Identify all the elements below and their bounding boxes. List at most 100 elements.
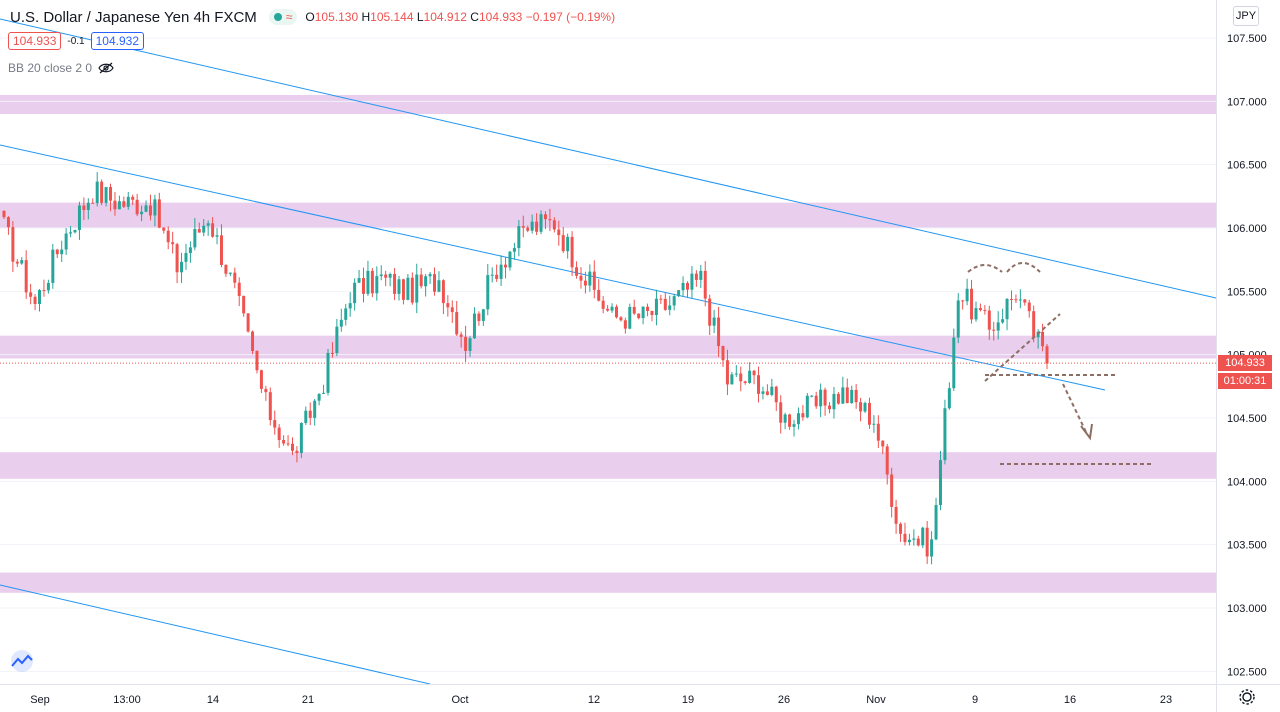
candle [29, 283, 33, 305]
candle-body [903, 533, 907, 543]
candle [854, 383, 858, 409]
candle [952, 328, 956, 391]
candle-body [699, 270, 703, 280]
candle [575, 261, 579, 279]
currency-button[interactable]: JPY [1233, 6, 1259, 26]
candle-body [290, 443, 294, 451]
candle [459, 331, 463, 348]
candle-body [930, 539, 934, 557]
trendline [0, 18, 1217, 299]
candle [761, 386, 765, 400]
candle-body [441, 280, 445, 304]
candle [765, 384, 769, 396]
candle-body [282, 439, 286, 444]
candle-body [765, 391, 769, 395]
candle-body [681, 282, 685, 291]
candle [126, 191, 130, 210]
candle-body [495, 274, 499, 279]
candle [663, 292, 667, 311]
tradingview-logo-icon[interactable] [8, 650, 36, 672]
candle-body [832, 393, 836, 410]
candle [193, 217, 197, 251]
candle-body [504, 264, 508, 268]
buy-price-button[interactable]: 104.932 [90, 32, 145, 50]
candle-body [890, 474, 894, 507]
x-tick-label: 26 [778, 694, 790, 706]
candle [717, 306, 721, 357]
wave-icon: ≈ [285, 10, 293, 24]
bollinger-indicator[interactable]: BB 20 close 2 0 [8, 61, 114, 75]
candle [872, 415, 876, 433]
candle [1005, 298, 1009, 331]
candle-body [379, 274, 383, 277]
candle [406, 273, 410, 301]
candle [903, 522, 907, 546]
candle [561, 227, 565, 253]
candle-body [393, 273, 397, 294]
candle [983, 305, 987, 315]
candle-body [592, 271, 596, 290]
candle-body [610, 306, 614, 311]
candle [890, 467, 894, 518]
candle-body [535, 221, 539, 232]
candle-body [410, 277, 414, 303]
candle [290, 437, 294, 456]
indicator-label: BB 20 close 2 0 [8, 61, 93, 75]
target-arrow-head [1080, 423, 1093, 441]
candle-body [548, 219, 552, 221]
candle [495, 264, 499, 282]
y-tick-label: 104.000 [1227, 476, 1267, 488]
candle [543, 211, 547, 230]
candle-body [539, 214, 543, 232]
candle-body [947, 388, 951, 409]
market-status[interactable]: ≈ [268, 9, 298, 25]
candle [579, 267, 583, 289]
candle [823, 387, 827, 416]
candle-body [433, 274, 437, 292]
x-tick-label: Sep [30, 694, 50, 706]
candle-body [690, 273, 694, 290]
gear-icon[interactable] [1238, 688, 1256, 706]
candle [188, 241, 192, 263]
candle [317, 393, 321, 406]
candle [974, 301, 978, 322]
candle-body [490, 274, 494, 276]
candle [113, 191, 117, 216]
candle-body [344, 308, 348, 320]
candle [33, 294, 37, 311]
eye-crossed-icon[interactable] [98, 62, 114, 74]
y-tick-label: 106.500 [1227, 160, 1267, 172]
candle [614, 304, 618, 319]
candle [15, 259, 19, 267]
y-tick-label: 107.500 [1227, 33, 1267, 45]
x-tick-label: 9 [972, 694, 978, 706]
candle-body [508, 251, 512, 268]
candle-body [974, 308, 978, 320]
candle-body [526, 227, 530, 231]
spread-value: -0.1 [67, 35, 85, 47]
candle-body [406, 277, 410, 300]
candle-body [867, 402, 871, 425]
candle [770, 378, 774, 397]
candle-body [743, 381, 747, 383]
symbol-title[interactable]: U.S. Dollar / Japanese Yen 4h FXCM [10, 8, 257, 26]
candle [362, 267, 366, 303]
candle [943, 399, 947, 465]
candle [708, 294, 712, 336]
candle-body [455, 312, 459, 335]
candle [907, 533, 911, 546]
candle-body [983, 310, 987, 312]
candle-body [437, 280, 441, 292]
candle [774, 385, 778, 412]
candle [668, 295, 672, 316]
candle-body [606, 308, 610, 311]
candle [641, 306, 645, 325]
candle [694, 270, 698, 287]
sell-price-button[interactable]: 104.933 [8, 32, 62, 50]
candle-body [907, 539, 911, 543]
candle [552, 217, 556, 233]
neckline-rising [984, 313, 1061, 382]
candle-body [464, 336, 468, 351]
candle [539, 210, 543, 235]
